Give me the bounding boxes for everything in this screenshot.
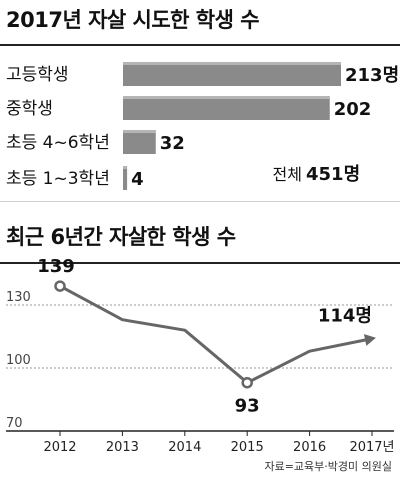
bar-highlight-0 [123, 62, 341, 65]
bar-highlight-2 [123, 130, 156, 133]
y-tick-label-1: 100 [6, 353, 31, 368]
point-marker-0 [54, 280, 66, 292]
bar-1 [123, 96, 330, 120]
section-divider [0, 201, 400, 202]
bar-chart-title: 2017년 자살 시도한 학생 수 [6, 8, 260, 32]
point-marker-3 [241, 376, 253, 389]
line-chart-title: 최근 6년간 자살한 학생 수 [6, 225, 236, 249]
x-tick-label-1: 2013 [106, 440, 139, 455]
total-value: 451명 [306, 164, 360, 185]
total-label: 전체 [273, 165, 302, 184]
category-label-0: 고등학생 [6, 65, 69, 85]
bar-highlight-1 [123, 96, 330, 99]
bar-0 [123, 62, 341, 86]
category-label-1: 중학생 [6, 99, 53, 119]
title-divider [0, 44, 400, 46]
line-arrowhead [363, 334, 376, 346]
x-tick-label-3: 2015 [231, 440, 264, 455]
x-tick-label-0: 2012 [43, 440, 76, 455]
bar-3 [123, 166, 128, 190]
y-tick-label-0: 70 [6, 416, 23, 431]
value-label-2: 32 [160, 133, 185, 154]
series-line [59, 284, 373, 385]
bar-highlight-3 [123, 166, 128, 169]
x-tick-label-4: 2016 [293, 440, 326, 455]
point-label-0: 139 [37, 256, 75, 277]
point-label-3: 93 [235, 396, 260, 417]
source-note: 자료=교육부·박경미 의원실 [264, 460, 392, 473]
x-tick-label-5: 2017년 [349, 440, 394, 455]
line-title-divider [0, 262, 400, 264]
point-label-5: 114명 [318, 306, 372, 327]
y-tick-label-2: 130 [6, 290, 31, 305]
value-label-1: 202 [334, 99, 372, 120]
category-label-3: 초등 1~3학년 [6, 169, 110, 189]
x-tick-label-2: 2014 [168, 440, 201, 455]
bar-2 [123, 130, 156, 154]
value-label-0: 213명 [345, 65, 399, 86]
value-label-3: 4 [131, 169, 144, 190]
category-label-2: 초등 4~6학년 [6, 133, 110, 153]
